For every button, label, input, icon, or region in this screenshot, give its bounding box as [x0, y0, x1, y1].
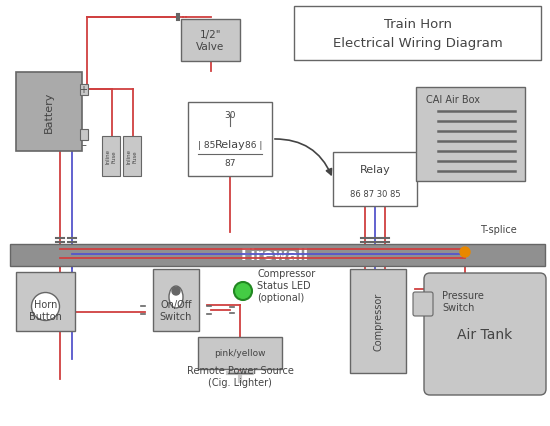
- FancyBboxPatch shape: [198, 337, 282, 369]
- Text: Relay: Relay: [214, 140, 245, 150]
- Text: CAI Air Box: CAI Air Box: [426, 95, 480, 105]
- Text: 86 |: 86 |: [245, 140, 262, 149]
- FancyBboxPatch shape: [102, 137, 120, 177]
- FancyBboxPatch shape: [153, 269, 199, 331]
- FancyBboxPatch shape: [80, 84, 87, 95]
- FancyBboxPatch shape: [16, 73, 82, 152]
- FancyBboxPatch shape: [188, 103, 272, 177]
- Text: Inline
Fuse: Inline Fuse: [106, 149, 117, 164]
- Text: Compressor
Status LED
(optional): Compressor Status LED (optional): [257, 269, 315, 302]
- Circle shape: [31, 293, 59, 321]
- FancyBboxPatch shape: [123, 137, 141, 177]
- Circle shape: [460, 248, 470, 257]
- Text: T-splice: T-splice: [480, 225, 517, 234]
- Circle shape: [234, 282, 252, 300]
- Text: 87: 87: [224, 158, 236, 167]
- Text: 86 87 30 85: 86 87 30 85: [350, 190, 400, 199]
- FancyBboxPatch shape: [16, 272, 75, 331]
- FancyBboxPatch shape: [413, 292, 433, 316]
- FancyBboxPatch shape: [333, 153, 417, 207]
- Text: Battery: Battery: [44, 92, 54, 133]
- Text: Train Horn
Electrical Wiring Diagram: Train Horn Electrical Wiring Diagram: [333, 18, 502, 50]
- Text: Pressure
Switch: Pressure Switch: [442, 291, 484, 312]
- Text: On/Off
Switch: On/Off Switch: [160, 300, 192, 321]
- Text: Compressor: Compressor: [373, 292, 383, 350]
- Circle shape: [172, 287, 180, 295]
- Text: Air Tank: Air Tank: [458, 327, 513, 341]
- FancyBboxPatch shape: [80, 129, 87, 140]
- Text: 30: 30: [224, 110, 236, 119]
- Text: +: +: [80, 85, 87, 95]
- FancyBboxPatch shape: [350, 269, 406, 373]
- FancyBboxPatch shape: [424, 273, 546, 395]
- Text: Remote Power Source
(Cig. Lighter): Remote Power Source (Cig. Lighter): [186, 366, 294, 387]
- Text: Relay: Relay: [360, 164, 390, 175]
- FancyBboxPatch shape: [294, 7, 541, 61]
- FancyBboxPatch shape: [181, 20, 240, 62]
- Text: 1/2"
Valve: 1/2" Valve: [196, 30, 224, 52]
- Ellipse shape: [169, 286, 183, 308]
- Text: –: –: [81, 140, 86, 150]
- FancyBboxPatch shape: [10, 245, 545, 266]
- Text: pink/yellow: pink/yellow: [214, 349, 266, 358]
- Text: Firewall: Firewall: [241, 248, 309, 263]
- Text: Horn
Button: Horn Button: [29, 300, 62, 321]
- FancyBboxPatch shape: [416, 88, 525, 181]
- Text: | 85: | 85: [198, 140, 216, 149]
- Text: Inline
Fuse: Inline Fuse: [126, 149, 138, 164]
